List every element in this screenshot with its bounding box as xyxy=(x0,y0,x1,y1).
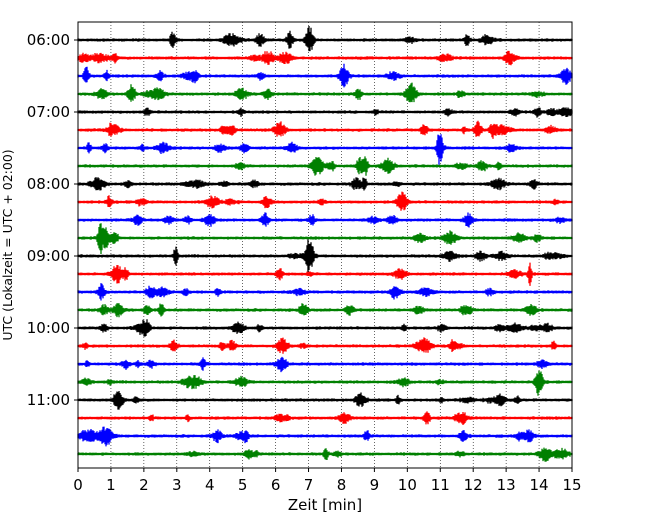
x-tick-label: 4 xyxy=(205,476,215,494)
x-tick-label: 9 xyxy=(370,476,380,494)
trace-group xyxy=(77,26,573,462)
x-tick-label: 0 xyxy=(73,476,83,494)
x-tick-label: 5 xyxy=(238,476,248,494)
plot-frame xyxy=(77,21,573,469)
y-tick-label: 08:00 xyxy=(27,175,70,193)
x-tick-label: 13 xyxy=(497,476,516,494)
seismogram-trace xyxy=(77,26,573,52)
x-tick-label: 11 xyxy=(431,476,450,494)
x-tick-label: 14 xyxy=(530,476,549,494)
y-tick-label: 06:00 xyxy=(27,31,70,49)
y-tick-label: 07:00 xyxy=(27,103,70,121)
x-tick-label: 2 xyxy=(139,476,149,494)
y-tick-label: 09:00 xyxy=(27,247,70,265)
x-tick-label: 12 xyxy=(464,476,483,494)
seismogram-trace xyxy=(77,134,573,165)
x-tick-label: 1 xyxy=(106,476,116,494)
x-ticks: 0 1 2 3 4 5 6 7 8 9 10 11 12 13 14 15 xyxy=(73,468,582,494)
y-axis-label: UTC (Lokalzeit = UTC + 02:00) xyxy=(0,149,15,340)
y-tick-label: 11:00 xyxy=(27,391,70,409)
x-tick-label: 6 xyxy=(271,476,281,494)
x-tick-label: 3 xyxy=(172,476,182,494)
x-tick-label: 8 xyxy=(337,476,347,494)
x-tick-label: 7 xyxy=(304,476,314,494)
y-ticks: 06:00 07:00 08:00 09:00 10:00 11:00 xyxy=(27,31,78,409)
y-tick-label: 10:00 xyxy=(27,319,70,337)
seismogram-trace xyxy=(77,370,573,396)
x-axis-label: Zeit [min] xyxy=(288,496,362,514)
seismogram-trace xyxy=(77,82,573,103)
x-tick-label: 10 xyxy=(398,476,417,494)
x-tick-label: 15 xyxy=(562,476,581,494)
